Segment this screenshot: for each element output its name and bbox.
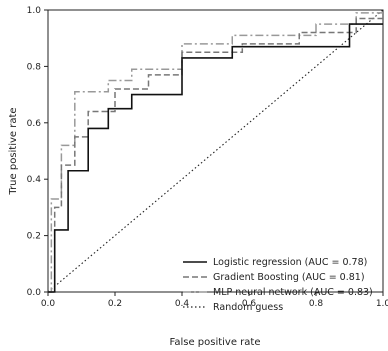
legend-label-mlp-neural-network: MLP neural network (AUC = 0.83) (213, 287, 373, 298)
legend-item-gradient-boosting: Gradient Boosting (AUC = 0.81) (183, 272, 365, 283)
legend-item-logistic-regression: Logistic regression (AUC = 0.78) (183, 257, 367, 268)
y-tick-label: 0.8 (27, 62, 42, 72)
legend: Logistic regression (AUC = 0.78) Gradien… (183, 257, 373, 313)
y-tick-label: 0.6 (27, 119, 42, 129)
legend-item-random-guess: Random guess (183, 302, 283, 313)
series-layer (47, 9, 384, 293)
y-tick-label: 0.2 (27, 232, 41, 242)
legend-item-mlp-neural-network: MLP neural network (AUC = 0.83) (183, 287, 373, 298)
y-tick-label: 0.0 (27, 288, 42, 298)
x-tick-label: 0.2 (108, 299, 122, 309)
plot-frame (47, 9, 384, 293)
legend-label-logistic-regression: Logistic regression (AUC = 0.78) (213, 257, 367, 268)
series-line-logistic-regression (48, 23, 383, 293)
x-tick-label: 1.0 (376, 299, 388, 309)
series-line-mlp-neural-network (48, 12, 383, 293)
y-axis-label: True positive rate (8, 107, 19, 195)
x-tick-label: 0.8 (309, 299, 324, 309)
plot-area: 0.0 0.2 0.4 0.6 0.8 1.0 0.0 0.2 0.4 0.6 0.8 1.0 (27, 6, 388, 309)
y-tick-label: 0.4 (27, 175, 42, 185)
x-axis-label: False positive rate (170, 337, 261, 348)
x-tick-label: 0.4 (175, 299, 190, 309)
x-tick-label: 0.6 (242, 299, 257, 309)
ticks-layer: 0.0 0.2 0.4 0.6 0.8 1.0 0.0 0.2 0.4 0.6 0.8 1.0 (27, 6, 388, 309)
legend-label-gradient-boosting: Gradient Boosting (AUC = 0.81) (213, 272, 365, 283)
y-tick-label: 1.0 (27, 6, 42, 16)
series-line-gradient-boosting (48, 17, 383, 293)
x-tick-label: 0.0 (41, 299, 56, 309)
legend-label-random-guess: Random guess (213, 302, 283, 313)
series-line-random-guess (47, 9, 384, 293)
